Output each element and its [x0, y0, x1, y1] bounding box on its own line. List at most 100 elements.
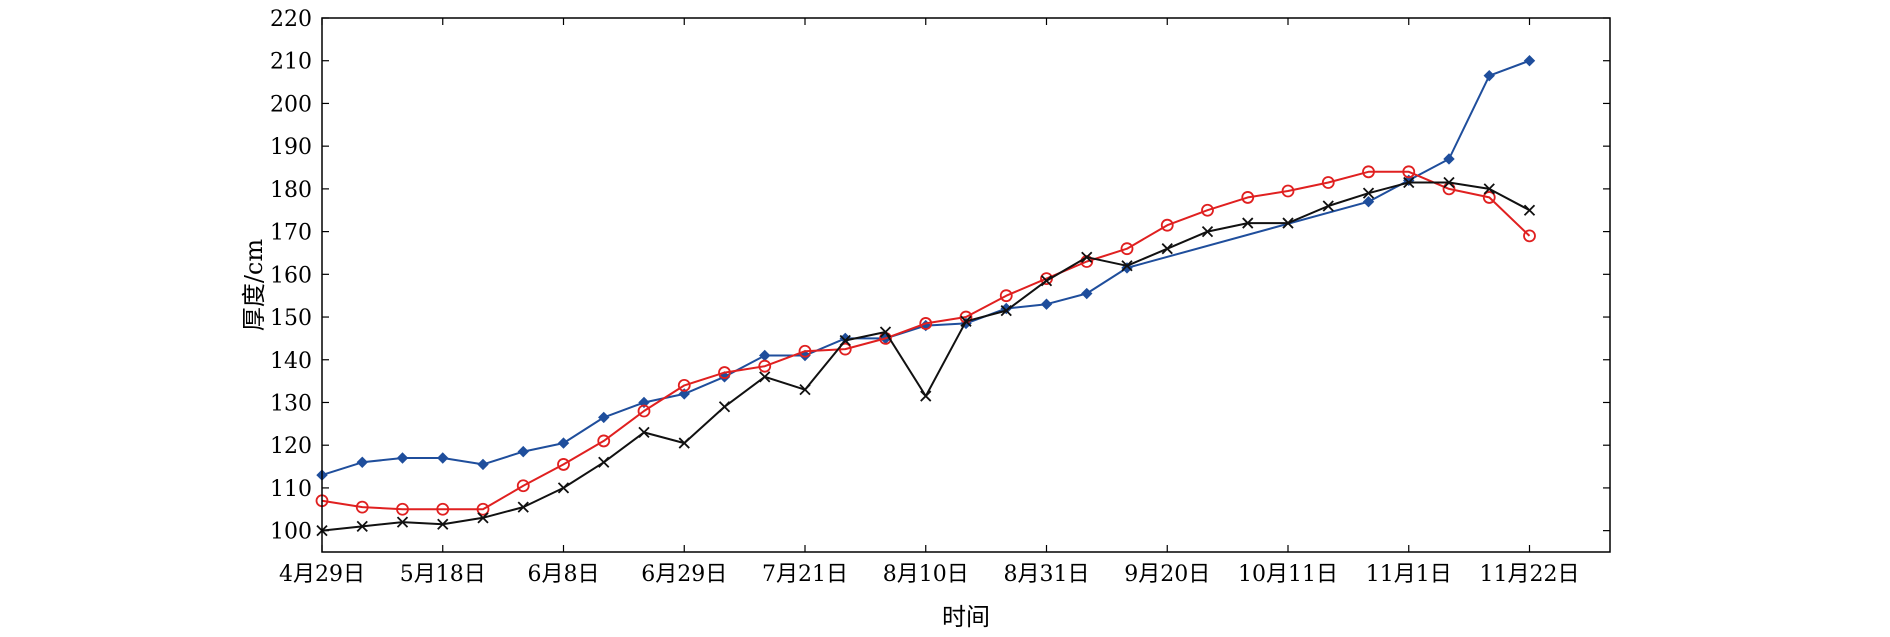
y-tick-label: 200	[270, 92, 312, 117]
data-point	[718, 401, 731, 413]
data-point	[879, 326, 892, 338]
data-point	[516, 479, 530, 493]
data-point	[678, 388, 690, 400]
data-point	[436, 502, 450, 516]
x-tick-label: 9月20日	[1124, 562, 1210, 587]
data-point	[839, 334, 851, 347]
data-point	[1121, 260, 1133, 272]
y-axis-label: 厚度/cm	[240, 239, 268, 332]
data-point	[1120, 242, 1134, 256]
data-point	[1281, 184, 1295, 198]
data-point	[1443, 153, 1455, 165]
data-point	[838, 342, 852, 356]
data-point	[1482, 191, 1496, 204]
data-point	[1282, 217, 1294, 229]
data-point	[557, 437, 570, 449]
series-2	[315, 165, 1536, 516]
data-point	[638, 426, 650, 439]
y-tick-label: 120	[270, 434, 312, 459]
data-point	[718, 366, 731, 379]
y-tick-label: 160	[270, 263, 312, 288]
data-point	[598, 456, 610, 468]
plot-area-frame	[321, 17, 1611, 553]
data-point	[1362, 195, 1375, 208]
data-point	[1362, 187, 1375, 199]
data-point	[1242, 217, 1254, 229]
data-point	[1322, 200, 1334, 212]
data-point	[437, 452, 449, 464]
data-point	[1241, 191, 1255, 204]
data-point	[356, 456, 368, 468]
data-point	[1321, 176, 1335, 189]
series-3	[316, 176, 1536, 537]
data-point	[799, 384, 811, 396]
data-point	[999, 289, 1013, 303]
series-line	[321, 181, 1530, 532]
series-layer	[315, 55, 1536, 537]
data-point	[396, 516, 409, 528]
data-point	[1403, 176, 1415, 189]
x-tick-label: 11月22日	[1480, 562, 1580, 587]
data-point	[1483, 69, 1495, 82]
y-tick-label: 130	[270, 391, 312, 416]
data-point	[638, 396, 650, 409]
data-point	[1000, 304, 1012, 317]
x-tick-label: 11月1日	[1366, 562, 1452, 587]
data-point	[1081, 287, 1093, 300]
y-tick-label: 220	[270, 7, 312, 32]
x-tick-label: 6月8日	[528, 562, 600, 587]
data-point	[677, 378, 691, 392]
data-point	[355, 500, 369, 514]
x-tick-label: 6月29日	[641, 562, 727, 587]
y-tick-label: 150	[270, 306, 312, 331]
series-line	[321, 59, 1530, 477]
data-point	[1201, 203, 1214, 217]
data-point	[919, 317, 933, 330]
x-axis-label: 时间	[942, 603, 990, 631]
data-point	[798, 344, 812, 358]
x-tick-label: 7月21日	[762, 562, 848, 587]
y-tick-label: 190	[270, 135, 312, 160]
data-point	[1081, 251, 1093, 263]
data-point	[396, 502, 409, 516]
data-point	[597, 434, 611, 448]
data-point	[1523, 55, 1536, 67]
data-point	[1523, 204, 1536, 216]
data-point	[759, 371, 771, 383]
data-point	[920, 390, 932, 402]
y-tick-label: 210	[270, 50, 312, 75]
data-point	[1040, 275, 1053, 287]
data-point	[477, 512, 489, 524]
data-point	[1161, 243, 1173, 255]
data-point	[396, 452, 409, 464]
data-point	[557, 458, 570, 471]
data-point	[437, 518, 449, 530]
data-point	[517, 445, 529, 458]
y-axis-ticks: 100 110 120 130 140 150 160 170 180 190 200 210 220	[270, 7, 1610, 545]
x-tick-label: 10月11日	[1238, 562, 1338, 587]
series-1	[316, 55, 1536, 481]
x-tick-label: 8月10日	[883, 562, 969, 587]
y-tick-label: 100	[270, 520, 312, 545]
data-point	[1483, 183, 1495, 195]
data-point	[476, 502, 490, 516]
x-axis-ticks: 4月29日 5月18日 6月8日 6月29日 7月21日 8月10日 8月31日 9月20日 1…	[279, 18, 1580, 587]
data-point	[637, 404, 651, 418]
x-tick-label: 8月31日	[1004, 562, 1090, 587]
y-tick-label: 140	[270, 349, 312, 374]
data-point	[759, 349, 771, 362]
x-tick-label: 5月18日	[400, 562, 486, 587]
data-point	[517, 501, 529, 513]
data-point	[1523, 229, 1536, 243]
data-point	[678, 437, 690, 449]
data-point	[960, 315, 972, 327]
series-line	[321, 170, 1531, 511]
data-point	[758, 359, 772, 373]
data-point	[598, 411, 610, 424]
y-tick-label: 180	[270, 178, 312, 203]
data-point	[1201, 225, 1214, 238]
data-point	[1160, 218, 1174, 232]
y-tick-label: 110	[270, 477, 312, 502]
data-point	[557, 482, 570, 494]
